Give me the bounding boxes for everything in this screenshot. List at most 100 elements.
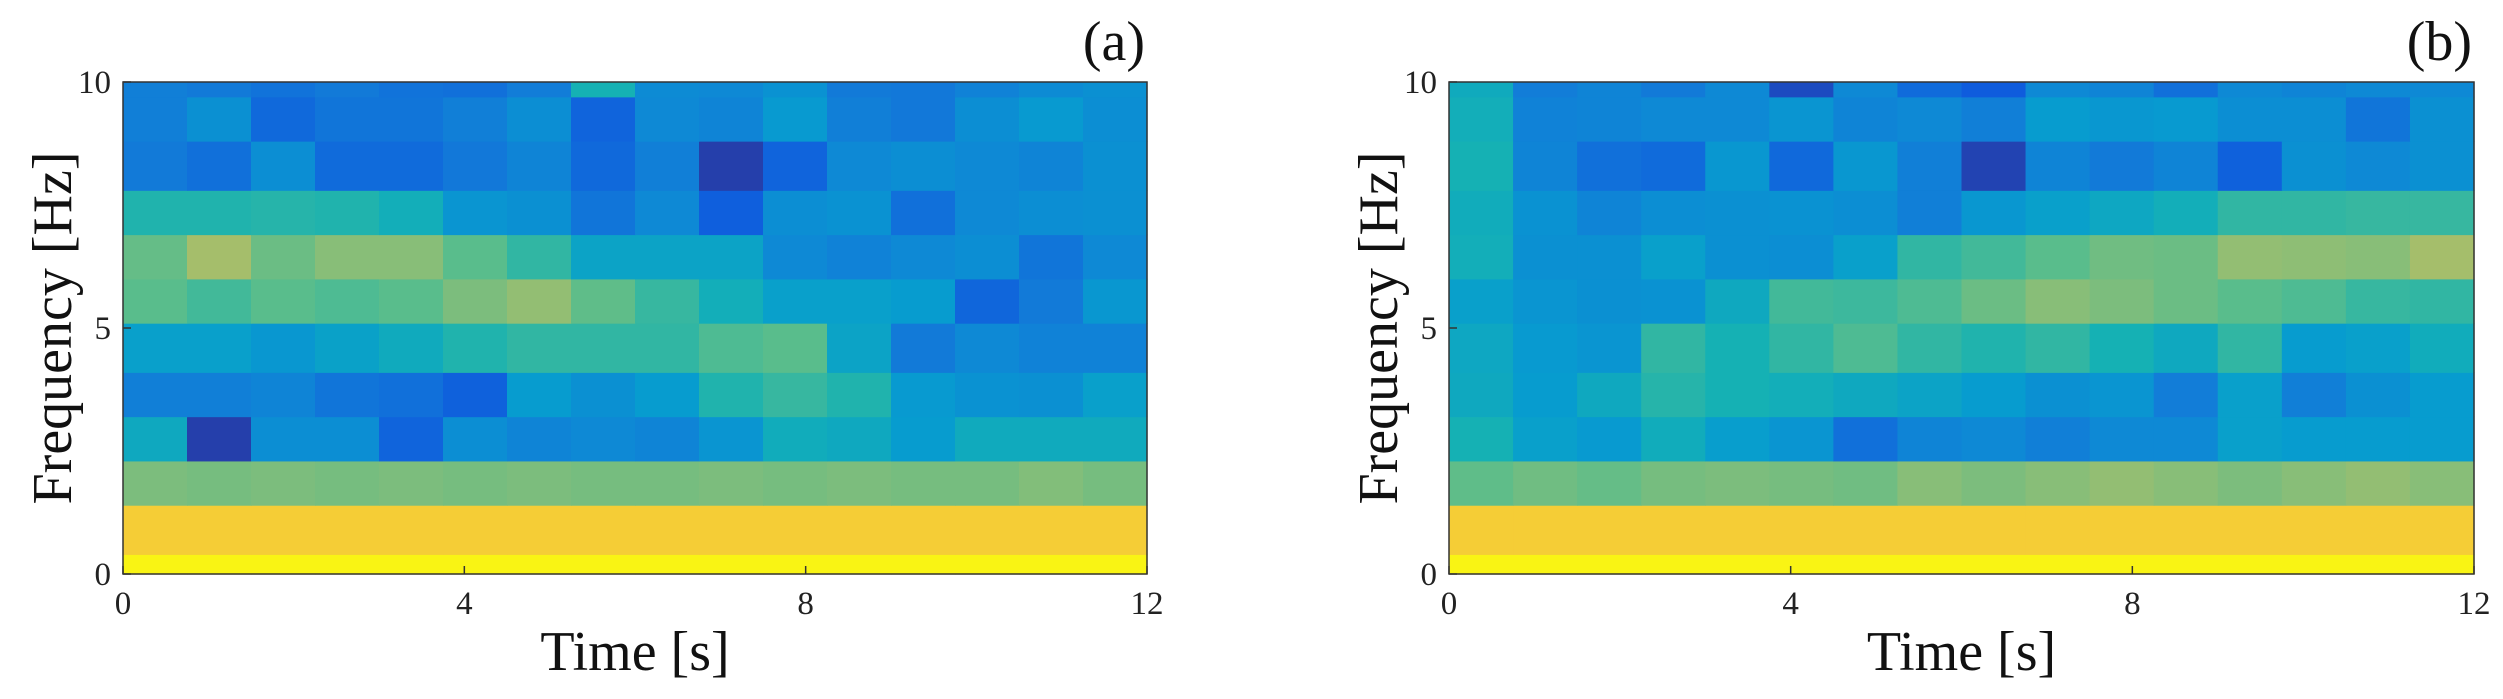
heatmap-cell-a-r4-c11 <box>827 372 892 418</box>
heatmap-cell-b-r3-c7 <box>1897 416 1963 462</box>
heatmap-cell-a-r2-c10 <box>763 460 828 506</box>
heatmap-cell-a-r6-c4 <box>379 278 444 324</box>
heatmap-cell-b-r6-c12 <box>2217 278 2283 324</box>
heatmap-cell-a-r0-c0 <box>123 554 188 575</box>
heatmap-cell-a-r4-c0 <box>123 372 188 418</box>
heatmap-cell-a-r8-c9 <box>699 190 764 236</box>
heatmap-cell-a-r6-c1 <box>187 278 252 324</box>
heatmap-cell-a-r6-c3 <box>315 278 380 324</box>
heatmap-cell-a-r2-c1 <box>187 460 252 506</box>
heatmap-cell-a-r6-c14 <box>1019 278 1084 324</box>
y-tick-label-b-2: 10 <box>1404 65 1437 101</box>
heatmap-cell-a-r10-c15 <box>1083 96 1148 142</box>
heatmap-cell-a-r11-c6 <box>507 82 572 98</box>
heatmap-cell-b-r11-c2 <box>1577 82 1642 98</box>
heatmap-cell-b-r2-c9 <box>2025 460 2091 506</box>
heatmap-cell-a-r0-c8 <box>635 554 700 575</box>
panel-b-label: (b) <box>2407 11 2472 73</box>
heatmap-cell-b-r8-c13 <box>2281 190 2347 236</box>
heatmap-cell-b-r1-c8 <box>1961 505 2027 555</box>
heatmap-cell-b-r4-c5 <box>1769 372 1834 418</box>
heatmap-cell-b-r1-c6 <box>1833 505 1899 555</box>
heatmap-cell-b-r7-c1 <box>1513 234 1578 280</box>
heatmap-cell-a-r3-c11 <box>827 416 892 462</box>
heatmap-cell-a-r3-c13 <box>955 416 1020 462</box>
heatmap-cell-a-r10-c8 <box>635 96 700 142</box>
heatmap-cell-b-r1-c1 <box>1513 505 1578 555</box>
heatmap-cell-a-r9-c15 <box>1083 141 1148 191</box>
heatmap-cell-a-r6-c9 <box>699 278 764 324</box>
heatmap-cell-a-r7-c2 <box>251 234 316 280</box>
heatmap-cell-b-r7-c8 <box>1961 234 2027 280</box>
heatmap-cell-b-r8-c2 <box>1577 190 1642 236</box>
heatmap-cell-b-r11-c13 <box>2281 82 2347 98</box>
heatmap-cell-a-r3-c15 <box>1083 416 1148 462</box>
heatmap-cell-b-r1-c3 <box>1641 505 1706 555</box>
heatmap-cell-b-r7-c7 <box>1897 234 1963 280</box>
heatmap-cell-b-r7-c10 <box>2089 234 2155 280</box>
heatmap-cell-a-r1-c15 <box>1083 505 1148 555</box>
heatmap-cell-b-r9-c3 <box>1641 141 1706 191</box>
heatmap-cell-b-r0-c8 <box>1961 554 2027 575</box>
heatmap-cell-a-r11-c0 <box>123 82 188 98</box>
heatmap-cell-a-r7-c0 <box>123 234 188 280</box>
heatmap-cell-b-r11-c12 <box>2217 82 2283 98</box>
heatmap-cell-b-r2-c7 <box>1897 460 1963 506</box>
heatmap-cell-a-r8-c5 <box>443 190 508 236</box>
heatmap-cell-b-r4-c14 <box>2345 372 2411 418</box>
heatmap-cell-b-r5-c1 <box>1513 323 1578 373</box>
heatmap-cell-b-r3-c4 <box>1705 416 1770 462</box>
heatmap-cell-b-r9-c2 <box>1577 141 1642 191</box>
heatmap-cell-b-r11-c1 <box>1513 82 1578 98</box>
heatmap-cell-a-r6-c7 <box>571 278 636 324</box>
heatmap-cell-a-r4-c8 <box>635 372 700 418</box>
heatmap-cell-a-r0-c10 <box>763 554 828 575</box>
heatmap-cell-b-r1-c11 <box>2153 505 2219 555</box>
heatmap-cell-b-r0-c0 <box>1449 554 1514 575</box>
heatmap-cell-b-r3-c3 <box>1641 416 1706 462</box>
heatmap-cell-a-r8-c8 <box>635 190 700 236</box>
heatmap-cell-b-r1-c4 <box>1705 505 1770 555</box>
heatmap-cell-b-r4-c6 <box>1833 372 1899 418</box>
heatmap-cell-b-r2-c1 <box>1513 460 1578 506</box>
heatmap-cell-a-r8-c15 <box>1083 190 1148 236</box>
heatmap-cell-a-r3-c4 <box>379 416 444 462</box>
heatmap-cell-a-r3-c1 <box>187 416 252 462</box>
heatmap-cell-b-r8-c5 <box>1769 190 1834 236</box>
heatmap-cell-b-r10-c7 <box>1897 96 1963 142</box>
heatmap-cell-b-r9-c7 <box>1897 141 1963 191</box>
panel-a-label: (a) <box>1083 11 1145 73</box>
heatmap-cell-b-r2-c12 <box>2217 460 2283 506</box>
heatmap-cell-a-r3-c6 <box>507 416 572 462</box>
heatmap-cell-b-r7-c2 <box>1577 234 1642 280</box>
heatmap-cell-b-r1-c12 <box>2217 505 2283 555</box>
heatmap-cell-a-r4-c10 <box>763 372 828 418</box>
heatmap-cell-b-r5-c8 <box>1961 323 2027 373</box>
heatmap-cell-b-r4-c7 <box>1897 372 1963 418</box>
heatmap-cell-b-r1-c13 <box>2281 505 2347 555</box>
heatmap-cell-b-r4-c3 <box>1641 372 1706 418</box>
heatmap-cell-b-r8-c11 <box>2153 190 2219 236</box>
heatmap-cell-b-r9-c13 <box>2281 141 2347 191</box>
x-tick-label-a-0: 0 <box>115 586 132 622</box>
heatmap-cell-a-r8-c11 <box>827 190 892 236</box>
heatmap-cell-b-r1-c5 <box>1769 505 1834 555</box>
heatmap-cell-b-r9-c5 <box>1769 141 1834 191</box>
heatmap-cell-a-r1-c14 <box>1019 505 1084 555</box>
heatmap-cell-a-r8-c0 <box>123 190 188 236</box>
panel-b-y-axis-label: Frequency [Hz] <box>1348 152 1410 505</box>
heatmap-cell-b-r6-c14 <box>2345 278 2411 324</box>
heatmap-cell-a-r1-c0 <box>123 505 188 555</box>
heatmap-cell-b-r5-c3 <box>1641 323 1706 373</box>
panel-b-y-ticks: 0 5 10 <box>1404 65 1457 593</box>
heatmap-cell-b-r10-c9 <box>2025 96 2091 142</box>
heatmap-cell-b-r5-c4 <box>1705 323 1770 373</box>
heatmap-cell-a-r2-c2 <box>251 460 316 506</box>
heatmap-cell-b-r0-c7 <box>1897 554 1963 575</box>
y-tick-label-a-1: 5 <box>95 311 112 347</box>
heatmap-cell-a-r10-c4 <box>379 96 444 142</box>
heatmap-cell-b-r4-c10 <box>2089 372 2155 418</box>
heatmap-cell-b-r8-c0 <box>1449 190 1514 236</box>
y-tick-label-a-2: 10 <box>78 65 111 101</box>
heatmap-cell-a-r5-c7 <box>571 323 636 373</box>
